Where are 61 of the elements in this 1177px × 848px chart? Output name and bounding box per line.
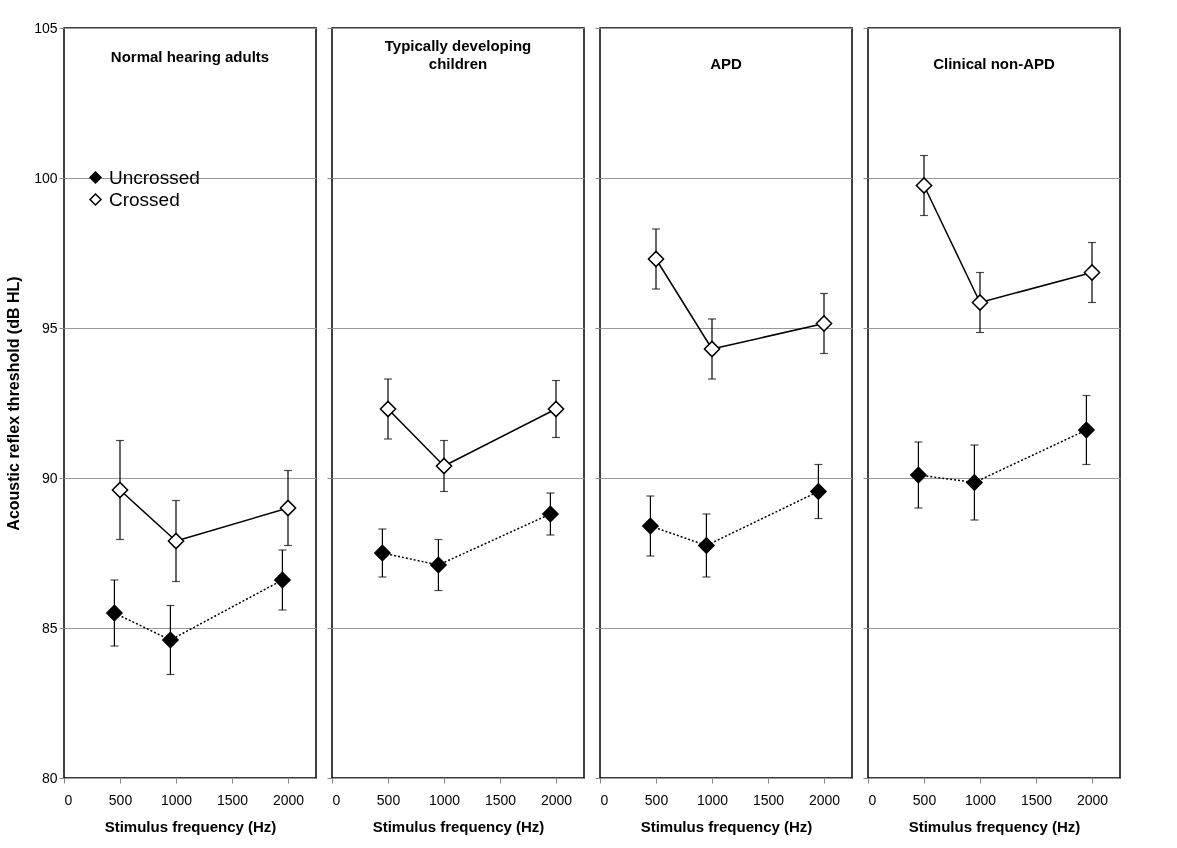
x-axis-title: Stimulus frequency (Hz) bbox=[908, 817, 1081, 835]
x-tick-label: 500 bbox=[912, 791, 937, 808]
point bbox=[379, 400, 397, 418]
point bbox=[1078, 421, 1095, 439]
x-tick-label: 2000 bbox=[540, 791, 573, 808]
x-tick-label: 1500 bbox=[752, 791, 785, 808]
text: Clinical non-APD bbox=[933, 54, 1055, 72]
point bbox=[430, 556, 447, 574]
x-tick-label: 1000 bbox=[160, 791, 193, 808]
point bbox=[815, 315, 833, 332]
point bbox=[971, 294, 989, 311]
x-tick-label: 1500 bbox=[484, 791, 517, 808]
point bbox=[274, 571, 291, 589]
point bbox=[703, 340, 721, 358]
x-tick-label: 1500 bbox=[1020, 791, 1053, 808]
x-tick-label: 1500 bbox=[216, 791, 249, 808]
x-tick-label: 500 bbox=[108, 791, 133, 808]
legend-label: Crossed bbox=[109, 188, 180, 210]
y-tick-label: 100 bbox=[34, 169, 58, 186]
x-tick-label: 2000 bbox=[808, 791, 841, 808]
x-axis-title: Stimulus frequency (Hz) bbox=[104, 817, 277, 835]
point bbox=[910, 466, 927, 484]
point bbox=[915, 177, 933, 194]
point bbox=[435, 457, 453, 475]
x-tick-label: 1000 bbox=[964, 791, 997, 808]
x-axis-title: Stimulus frequency (Hz) bbox=[640, 817, 813, 835]
point bbox=[698, 537, 715, 554]
x-tick-label: 2000 bbox=[1076, 791, 1109, 808]
point bbox=[542, 505, 559, 523]
x-tick-label: 2000 bbox=[272, 791, 305, 808]
point bbox=[162, 631, 179, 649]
point bbox=[374, 544, 391, 562]
point bbox=[642, 517, 659, 535]
x-tick-label: 0 bbox=[868, 791, 877, 808]
y-tick-label: 85 bbox=[41, 619, 58, 636]
point bbox=[647, 250, 665, 268]
point bbox=[966, 474, 983, 491]
y-tick-label: 90 bbox=[41, 469, 58, 486]
text: Normal hearing adults bbox=[110, 48, 270, 65]
point bbox=[111, 481, 129, 499]
point bbox=[1083, 264, 1101, 281]
x-tick-label: 500 bbox=[376, 791, 401, 808]
point bbox=[279, 499, 297, 517]
x-tick-label: 500 bbox=[644, 791, 669, 808]
x-axis-title: Stimulus frequency (Hz) bbox=[372, 817, 545, 835]
y-tick-label: 95 bbox=[41, 319, 58, 336]
point bbox=[106, 604, 123, 622]
x-tick-label: 0 bbox=[600, 791, 609, 808]
point bbox=[547, 400, 565, 418]
text: APD bbox=[710, 54, 742, 72]
y-tick-label: 80 bbox=[41, 769, 58, 786]
x-tick-label: 1000 bbox=[428, 791, 461, 808]
y-axis-title: Acoustic reflex threshold (dB HL) bbox=[5, 276, 23, 531]
x-tick-label: 0 bbox=[332, 791, 341, 808]
point bbox=[167, 532, 185, 550]
legend-label: Uncrossed bbox=[109, 166, 200, 188]
x-tick-label: 0 bbox=[64, 791, 73, 808]
y-tick-label: 105 bbox=[34, 19, 58, 36]
point bbox=[810, 483, 827, 500]
x-tick-label: 1000 bbox=[696, 791, 729, 808]
text: Typically developing children bbox=[384, 36, 532, 72]
